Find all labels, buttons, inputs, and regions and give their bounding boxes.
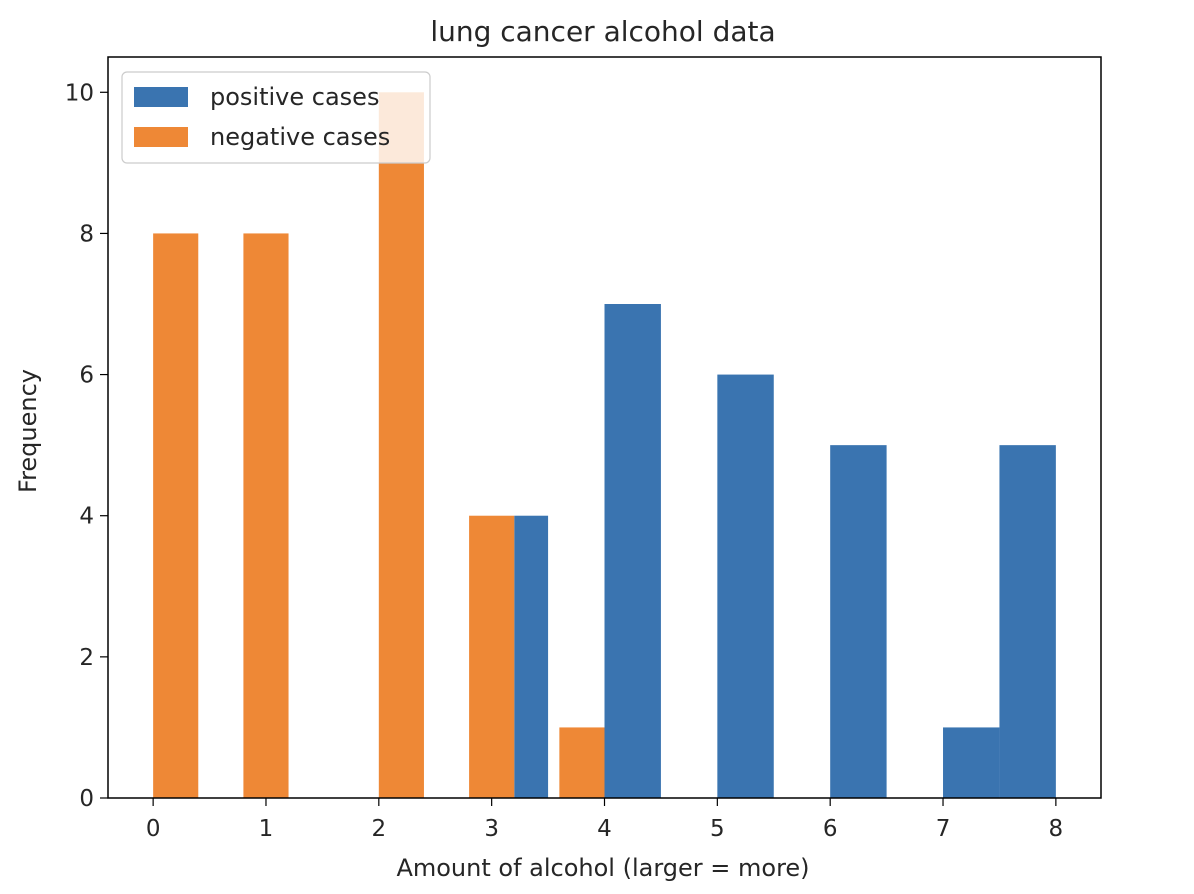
x-tick-label: 7 [936, 816, 951, 842]
legend-label-negative: negative cases [210, 123, 390, 151]
x-tick-label: 3 [484, 816, 499, 842]
y-tick-label: 6 [79, 363, 94, 389]
bar-negative-4 [559, 727, 605, 798]
x-tick-label: 1 [259, 816, 274, 842]
x-tick-label: 6 [823, 816, 838, 842]
legend-swatch-positive [134, 87, 188, 107]
legend-label-positive: positive cases [210, 83, 379, 111]
y-tick-label: 8 [79, 221, 94, 247]
bar-negative-2 [378, 92, 424, 799]
bar-positive-3 [830, 445, 887, 798]
chart-title: lung cancer alcohol data [430, 15, 775, 48]
bar-positive-0 [514, 515, 549, 798]
bar-negative-0 [153, 233, 199, 798]
x-axis-ticks: 0 1 2 3 4 5 6 7 8 [146, 798, 1063, 842]
y-axis-label: Frequency [14, 369, 42, 493]
y-tick-label: 10 [65, 80, 94, 106]
x-tick-label: 2 [371, 816, 386, 842]
bar-positive-4 [943, 727, 1000, 798]
y-tick-label: 4 [79, 504, 94, 530]
x-axis-label: Amount of alcohol (larger = more) [396, 854, 809, 882]
bar-positive-2 [717, 374, 774, 798]
bars-layer [153, 92, 1056, 799]
x-tick-label: 4 [597, 816, 612, 842]
legend-box [121, 71, 431, 164]
legend-swatch-negative [134, 127, 188, 147]
x-tick-label: 5 [710, 816, 725, 842]
bar-positive-5 [999, 445, 1056, 798]
y-tick-label: 0 [79, 786, 94, 812]
legend: positive cases negative cases [121, 71, 431, 164]
bar-negative-3 [469, 515, 515, 798]
x-tick-label: 0 [146, 816, 161, 842]
x-tick-label: 8 [1049, 816, 1064, 842]
y-axis-ticks: 0 2 4 6 8 10 [65, 80, 108, 812]
bar-negative-1 [243, 233, 289, 798]
y-tick-label: 2 [79, 645, 94, 671]
bar-positive-1 [604, 304, 661, 798]
